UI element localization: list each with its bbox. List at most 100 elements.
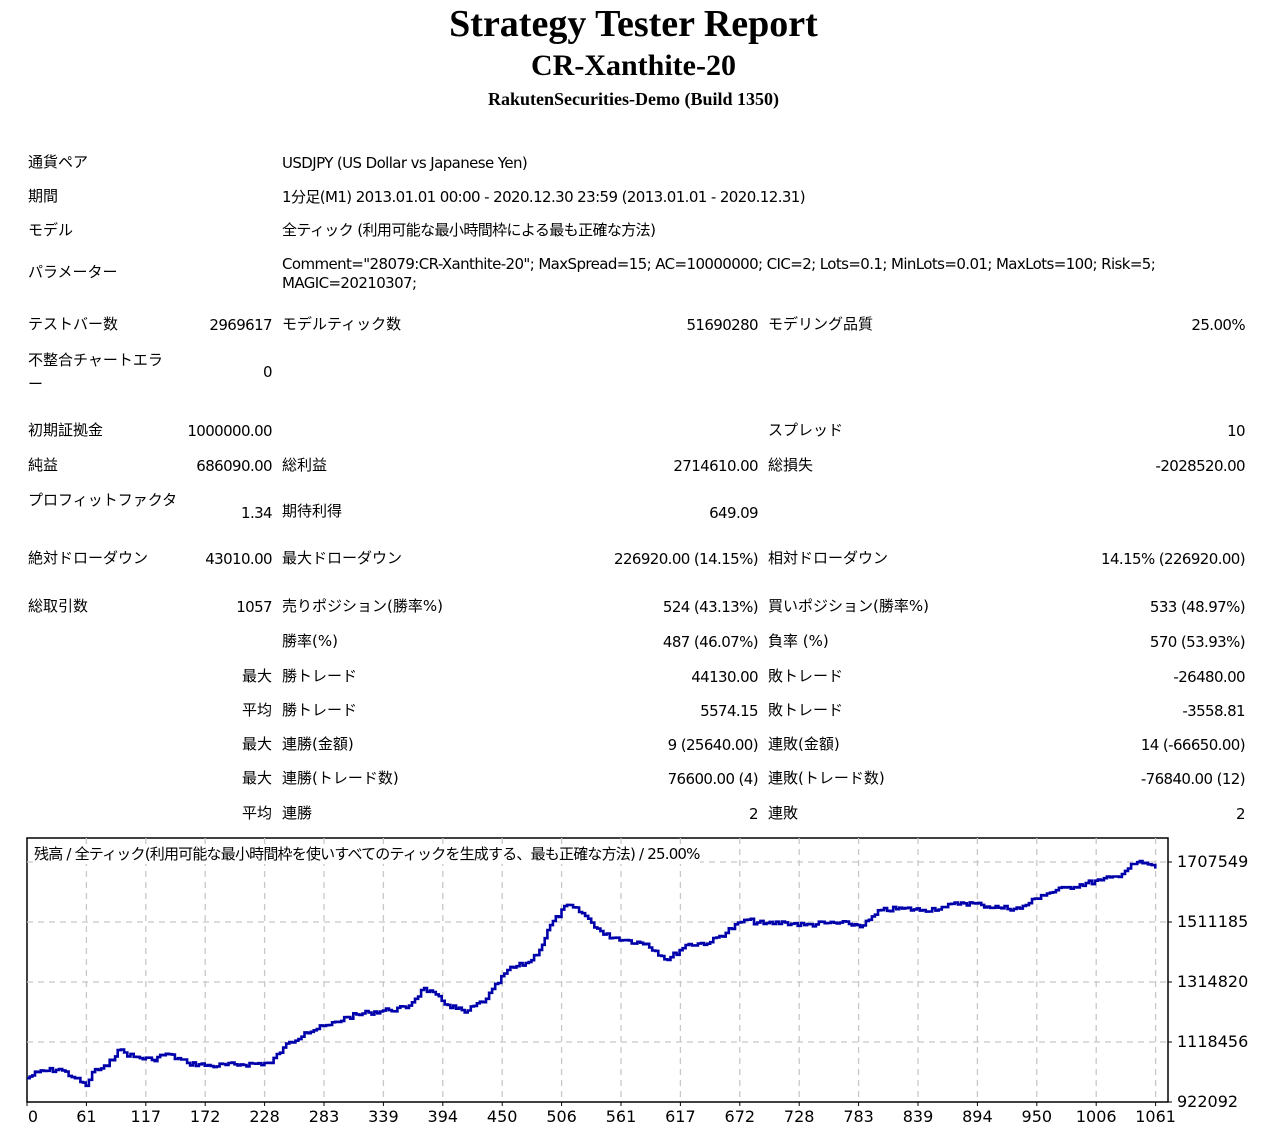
spread-label: スプレッド (768, 421, 844, 439)
mismatch-label: 不整合チャートエラー (28, 351, 163, 393)
balance-chart: 残高 / 全ティック(利用可能な最小時間枠を使いすべてのティックを生成する、最も… (0, 830, 1267, 1131)
ticks-label: モデルティック数 (282, 315, 402, 333)
x-tick-label: 1006 (1075, 1107, 1117, 1126)
chart-title: 残高 / 全ティック(利用可能な最小時間枠を使いすべてのティックを生成する、最も… (34, 844, 700, 864)
relative-drawdown-label: 相対ドローダウン (768, 549, 889, 567)
gross-loss-value: -2028520.00 (1155, 457, 1246, 475)
long-positions-value: 533 (48.97%) (1149, 598, 1246, 616)
x-tick-label: 450 (486, 1107, 518, 1126)
total-trades-label: 総取引数 (28, 597, 89, 615)
bars-label: テストバー数 (28, 315, 119, 333)
x-tick-label: 394 (427, 1107, 459, 1126)
mismatch-value: 0 (263, 363, 273, 381)
y-tick-label: 1314820 (1177, 972, 1249, 991)
x-tick-label: 894 (962, 1107, 993, 1126)
x-tick-label: 506 (546, 1107, 577, 1126)
x-tick-label: 339 (368, 1107, 399, 1126)
parameters-label: パラメーター (28, 263, 118, 281)
average-prefix: 平均 (241, 701, 272, 719)
profit-factor-label: プロフィットファクタ (28, 491, 178, 509)
average-win-value: 5574.15 (700, 702, 758, 720)
net-profit-value: 686090.00 (196, 457, 272, 475)
period-value: 1分足(M1) 2013.01.01 00:00 - 2020.12.30 23… (282, 188, 806, 206)
max-drawdown-value: 226920.00 (14.15%) (614, 550, 759, 568)
spread-value: 10 (1227, 422, 1245, 440)
gross-loss-label: 総損失 (768, 456, 814, 474)
x-tick-label: 283 (308, 1107, 340, 1126)
short-positions-label: 売りポジション(勝率%) (282, 597, 443, 615)
parameters-value-line2: MAGIC=20210307; (282, 274, 417, 292)
max-consecutive-profit-value: 76600.00 (4) (667, 770, 759, 788)
x-tick-label: 672 (724, 1107, 756, 1126)
relative-drawdown-value: 14.15% (226920.00) (1101, 550, 1246, 568)
absolute-drawdown-label: 絶対ドローダウン (28, 549, 149, 567)
average-consecutive-losses-label: 連敗 (768, 804, 799, 822)
bars-value: 2969617 (209, 316, 272, 334)
period-label: 期間 (28, 187, 59, 205)
average-consecutive-wins-label: 連勝 (282, 804, 313, 822)
win-rate-value: 487 (46.07%) (662, 633, 759, 651)
long-positions-label: 買いポジション(勝率%) (768, 597, 929, 615)
y-tick-label: 1707549 (1177, 852, 1249, 871)
max-consecutive-wins-money-label: 連勝(金額) (282, 735, 354, 753)
max-drawdown-label: 最大ドローダウン (282, 549, 403, 567)
y-tick-label: 922092 (1177, 1092, 1239, 1111)
parameters-value-line1: Comment="28079:CR-Xanthite-20"; MaxSprea… (282, 255, 1156, 273)
x-tick-label: 839 (902, 1107, 934, 1126)
server-build: RakutenSecurities-Demo (Build 1350) (488, 89, 779, 109)
symbol-value: USDJPY (US Dollar vs Japanese Yen) (282, 154, 528, 172)
largest-loss-value: -26480.00 (1173, 668, 1245, 686)
balance-chart-plot (26, 837, 1172, 1106)
expected-payoff-label: 期待利得 (282, 502, 343, 520)
max-prefix-consecutive-money: 最大 (241, 735, 272, 753)
win-rate-label: 勝率(%) (282, 632, 338, 650)
model-value: 全ティック (利用可能な最小時間枠による最も正確な方法) (282, 221, 656, 239)
expected-payoff-value: 649.09 (709, 504, 758, 522)
quality-label: モデリング品質 (768, 315, 874, 333)
x-tick-label: 1061 (1135, 1107, 1176, 1126)
max-consecutive-losses-money-label: 連敗(金額) (768, 735, 840, 753)
max-consecutive-losses-money-value: 14 (-66650.00) (1140, 736, 1246, 754)
max-consecutive-loss-label: 連敗(トレード数) (768, 769, 885, 787)
x-tick-label: 728 (783, 1107, 815, 1126)
quality-value: 25.00% (1191, 316, 1245, 334)
short-positions-value: 524 (43.13%) (662, 598, 759, 616)
total-trades-value: 1057 (236, 598, 272, 616)
y-tick-label: 1118456 (1177, 1032, 1249, 1051)
deposit-value: 1000000.00 (187, 422, 272, 440)
x-tick-label: 617 (665, 1107, 696, 1126)
average-win-label: 勝トレード (282, 701, 358, 719)
average-loss-value: -3558.81 (1182, 702, 1245, 720)
largest-prefix: 最大 (241, 667, 272, 685)
x-tick-label: 228 (249, 1107, 280, 1126)
symbol-label: 通貨ペア (28, 153, 89, 171)
gross-profit-label: 総利益 (282, 456, 328, 474)
absolute-drawdown-value: 43010.00 (205, 550, 272, 568)
y-tick-label: 1511185 (1177, 912, 1249, 931)
largest-win-value: 44130.00 (691, 668, 758, 686)
x-tick-label: 61 (76, 1107, 97, 1126)
profit-factor-value: 1.34 (241, 504, 273, 522)
max-consecutive-loss-value: -76840.00 (12) (1140, 770, 1246, 788)
loss-rate-label: 負率 (%) (768, 632, 829, 650)
expert-name: CR-Xanthite-20 (531, 49, 736, 82)
report-title: Strategy Tester Report (449, 3, 818, 45)
loss-rate-value: 570 (53.93%) (1149, 633, 1246, 651)
net-profit-label: 純益 (28, 456, 59, 474)
average-consecutive-losses-value: 2 (1236, 805, 1246, 823)
max-consecutive-wins-money-value: 9 (25640.00) (667, 736, 759, 754)
deposit-label: 初期証拠金 (28, 421, 104, 439)
average-prefix-consecutive: 平均 (241, 804, 272, 822)
x-tick-label: 172 (189, 1107, 221, 1126)
x-tick-label: 950 (1021, 1107, 1053, 1126)
model-label: モデル (28, 221, 74, 239)
largest-win-label: 勝トレード (282, 667, 358, 685)
average-consecutive-wins-value: 2 (749, 805, 759, 823)
max-prefix-consecutive-count: 最大 (241, 769, 272, 787)
x-tick-label: 783 (843, 1107, 874, 1126)
x-tick-label: 117 (130, 1107, 162, 1126)
x-tick-label: 561 (605, 1107, 637, 1126)
largest-loss-label: 敗トレード (768, 667, 844, 685)
x-tick-label: 0 (27, 1107, 39, 1126)
ticks-value: 51690280 (686, 316, 758, 334)
